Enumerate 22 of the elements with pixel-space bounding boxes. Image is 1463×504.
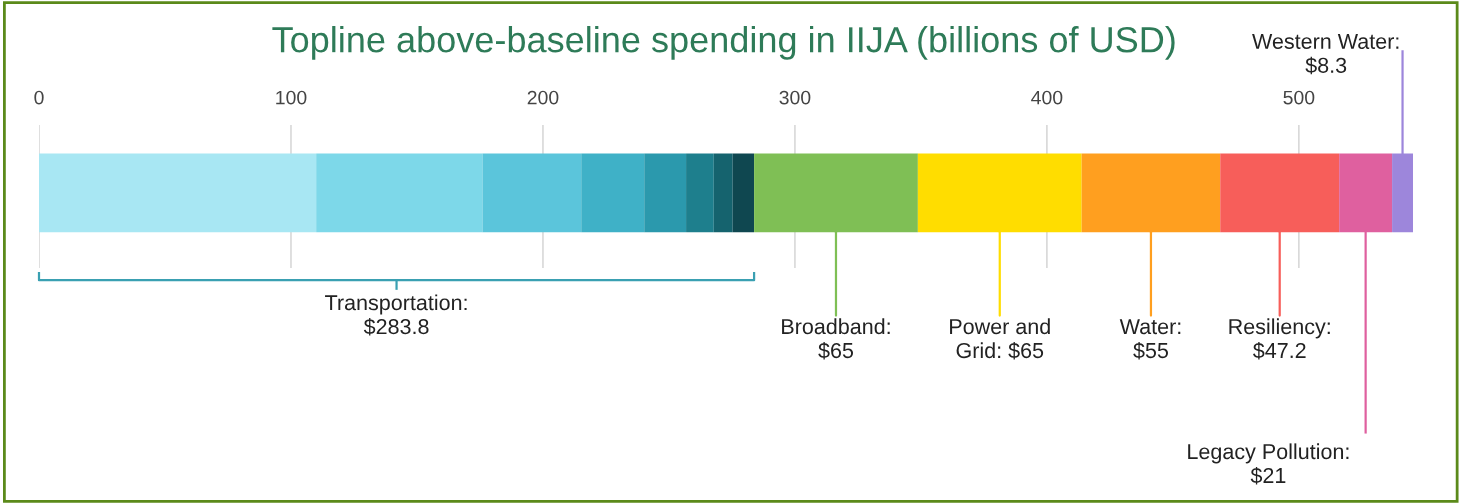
x-tick-label: 100 [276,90,307,105]
x-tick-label: 200 [527,90,559,105]
x-tick-label: 0 [34,90,44,105]
bar [482,153,582,233]
bar [581,153,645,233]
bar [39,153,317,233]
x-tick-label: 400 [1031,90,1063,105]
text: Power and Grid: $65 [950,318,1050,360]
bar [644,153,687,233]
text: Transportation: $283.8 [325,294,467,336]
text: Western Water: $8.3 [1252,33,1399,75]
bar [713,153,733,233]
chart-title: Topline above-baseline spending in IIJA (billions of USD) [272,26,1175,60]
text: Resiliency: $47.2 [1229,318,1330,360]
x-tick-label: 300 [779,90,811,105]
bar [686,153,714,233]
text: Water: $55 [1119,319,1181,360]
bar [316,153,483,233]
text: Broadband: $65 [782,318,890,360]
x-tick-label: 500 [1283,90,1315,105]
bar [732,153,755,233]
text: Legacy Pollution: $21 [1188,443,1349,485]
